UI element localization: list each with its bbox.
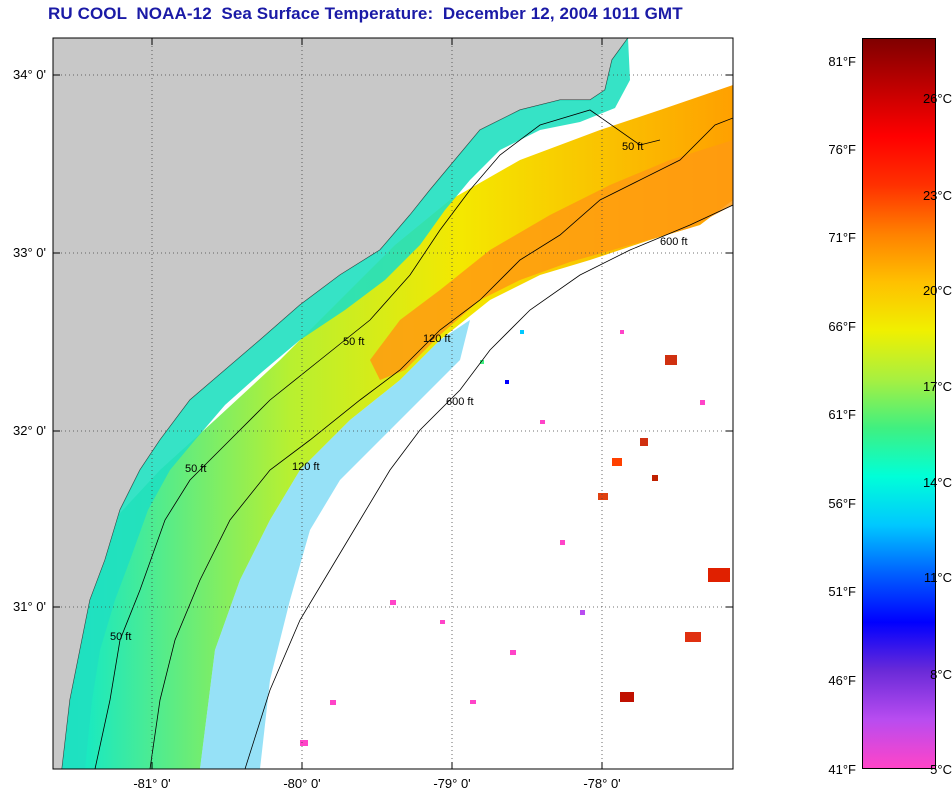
colorbar-label-f: 81°F: [828, 54, 856, 69]
colorbar-label-f: 71°F: [828, 230, 856, 245]
colorbar-label-f: 51°F: [828, 584, 856, 599]
colorbar-label-c: 23°C: [922, 188, 952, 203]
sst-nearshore: [62, 38, 630, 769]
graticule: [53, 38, 733, 769]
colorbar-label-c: 8°C: [930, 667, 952, 682]
colorbar-label-c: 11°C: [923, 570, 952, 585]
isobath-label-120ft: 120 ft: [292, 461, 320, 473]
lat-label: 31° 0': [13, 599, 46, 614]
sst-gulfstream-edge: [370, 140, 733, 380]
isobath-label-120ft: 120 ft: [423, 333, 451, 345]
lon-label: -81° 0': [133, 776, 171, 791]
colorbar-label-f: 61°F: [828, 407, 856, 422]
isobath-120ft: [149, 117, 733, 769]
colorbar-label-c: 5°C: [930, 762, 952, 777]
colorbar-label-c: 26°C: [922, 91, 952, 106]
colorbar-label-f: 66°F: [828, 319, 856, 334]
lon-label: -78° 0': [583, 776, 621, 791]
lat-label: 34° 0': [13, 67, 46, 82]
sst-cool-filaments: [200, 320, 470, 769]
temperature-colorbar: [862, 38, 936, 769]
isobath-label-50ft: 50 ft: [110, 631, 131, 643]
lon-label: -79° 0': [433, 776, 471, 791]
colorbar-label-c: 17°C: [922, 379, 952, 394]
isobath-label-600ft: 600 ft: [446, 396, 474, 408]
isobath-600ft: [244, 204, 733, 769]
isobath-label-50ft: 50 ft: [185, 463, 206, 475]
lat-label: 32° 0': [13, 423, 46, 438]
colorbar-label-f: 56°F: [828, 496, 856, 511]
isobath-label-50ft: 50 ft: [343, 336, 364, 348]
isobath-label-600ft: 600 ft: [660, 236, 688, 248]
colorbar-label-f: 41°F: [828, 762, 856, 777]
scattered-sst-pixels: [300, 330, 730, 746]
colorbar-label-f: 46°F: [828, 673, 856, 688]
colorbar-label-c: 20°C: [922, 283, 952, 298]
map-frame: [52, 37, 734, 770]
isobath-50ft: [94, 109, 661, 769]
map-title: RU COOL NOAA-12 Sea Surface Temperature:…: [48, 4, 683, 23]
colorbar-label-c: 14°C: [922, 475, 952, 490]
lon-label: -80° 0': [283, 776, 321, 791]
lat-label: 33° 0': [13, 245, 46, 260]
axis-ticks: [53, 38, 733, 769]
isobath-label-50ft: 50 ft: [622, 141, 643, 153]
colorbar-label-f: 76°F: [828, 142, 856, 157]
